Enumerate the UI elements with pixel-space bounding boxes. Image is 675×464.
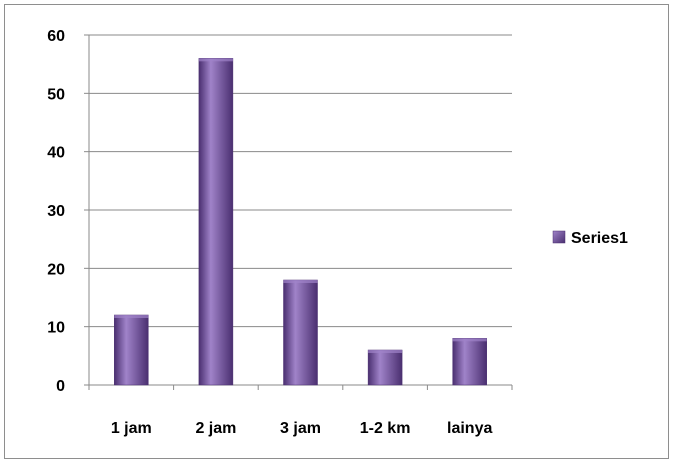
bar (452, 338, 487, 386)
x-tick-label: lainya (447, 420, 492, 437)
legend: Series1 (552, 230, 628, 247)
y-tick-label: 40 (47, 145, 65, 162)
legend-swatch (552, 230, 566, 244)
bar-top-highlight (283, 280, 318, 283)
x-tick-label: 3 jam (280, 420, 321, 437)
y-tick-label: 10 (47, 320, 65, 337)
bar-top-highlight (368, 350, 403, 353)
x-tick-label: 1-2 km (360, 420, 411, 437)
x-tick-label: 2 jam (195, 420, 236, 437)
y-tick-label: 0 (56, 378, 65, 395)
legend-label: Series1 (571, 230, 628, 247)
bar (198, 58, 234, 386)
bar (283, 279, 318, 386)
bar-top-highlight (198, 58, 233, 62)
x-tick-label: 1 jam (111, 420, 152, 437)
y-tick-labels: 0 10 20 30 40 50 60 (47, 28, 65, 395)
y-tick-label: 20 (47, 261, 65, 278)
y-tick-label: 30 (47, 203, 65, 220)
bar (367, 349, 403, 386)
y-tick-label: 60 (47, 28, 65, 45)
bar-top-highlight (114, 315, 149, 318)
x-tick-labels: 1 jam 2 jam 3 jam 1-2 km lainya (111, 420, 493, 437)
bar (114, 314, 149, 386)
gridlines (89, 34, 512, 328)
bars (114, 58, 487, 386)
bar-top-highlight (452, 338, 487, 342)
y-tick-label: 50 (47, 86, 65, 103)
